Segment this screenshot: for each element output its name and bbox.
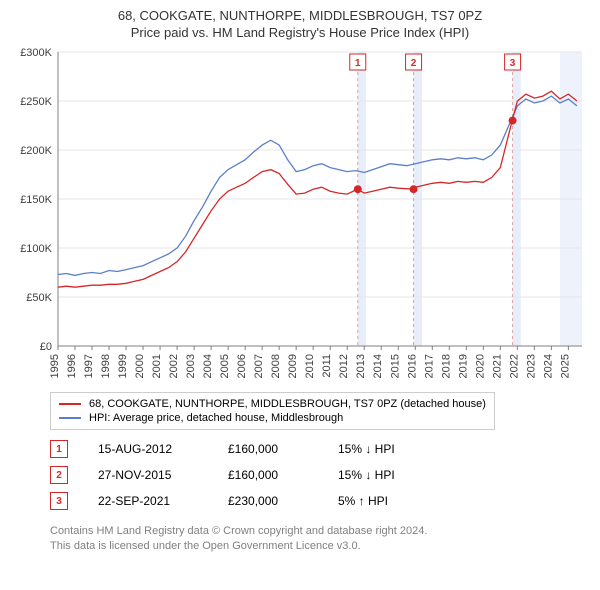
transaction-row: 1 15-AUG-2012 £160,000 15% ↓ HPI: [50, 436, 590, 462]
footer-line2: This data is licensed under the Open Gov…: [50, 539, 590, 554]
svg-text:2009: 2009: [287, 354, 299, 378]
legend-swatch: [59, 403, 81, 405]
svg-text:2024: 2024: [542, 354, 554, 378]
transaction-date: 15-AUG-2012: [98, 442, 198, 456]
chart-svg: £0 £50K £100K £150K £200K £250K £300K 1995 1996 1…: [10, 46, 590, 386]
transaction-row: 3 22-SEP-2021 £230,000 5% ↑ HPI: [50, 488, 590, 514]
svg-text:2005: 2005: [219, 354, 231, 378]
svg-text:1999: 1999: [117, 354, 129, 378]
svg-text:1995: 1995: [49, 354, 61, 378]
svg-text:2013: 2013: [355, 354, 367, 378]
legend-label: HPI: Average price, detached house, Midd…: [89, 412, 343, 424]
legend-swatch: [59, 417, 81, 419]
svg-text:2007: 2007: [253, 354, 265, 378]
svg-text:2006: 2006: [236, 354, 248, 378]
svg-text:2001: 2001: [151, 354, 163, 378]
legend-label: 68, COOKGATE, NUNTHORPE, MIDDLESBROUGH, …: [89, 398, 486, 410]
svg-text:2015: 2015: [389, 354, 401, 378]
svg-text:2003: 2003: [185, 354, 197, 378]
svg-text:2014: 2014: [372, 354, 384, 378]
svg-text:2023: 2023: [525, 354, 537, 378]
svg-text:£200K: £200K: [20, 145, 52, 157]
svg-text:1: 1: [355, 58, 361, 69]
svg-text:2004: 2004: [202, 354, 214, 378]
footer-line1: Contains HM Land Registry data © Crown c…: [50, 524, 590, 539]
svg-text:3: 3: [510, 58, 516, 69]
transaction-badge: 2: [50, 466, 68, 484]
svg-text:2000: 2000: [134, 354, 146, 378]
transaction-date: 27-NOV-2015: [98, 468, 198, 482]
svg-text:2011: 2011: [321, 354, 333, 378]
chart-container: 68, COOKGATE, NUNTHORPE, MIDDLESBROUGH, …: [0, 0, 600, 565]
transaction-diff: 5% ↑ HPI: [338, 494, 438, 508]
title-line1: 68, COOKGATE, NUNTHORPE, MIDDLESBROUGH, …: [10, 8, 590, 23]
svg-text:2019: 2019: [457, 354, 469, 378]
transaction-badge: 3: [50, 492, 68, 510]
svg-text:2012: 2012: [338, 354, 350, 378]
legend-row: HPI: Average price, detached house, Midd…: [59, 411, 486, 425]
transaction-diff: 15% ↓ HPI: [338, 468, 438, 482]
svg-text:1998: 1998: [100, 354, 112, 378]
transaction-badge: 1: [50, 440, 68, 458]
svg-text:2002: 2002: [168, 354, 180, 378]
svg-text:£250K: £250K: [20, 96, 52, 108]
transaction-diff: 15% ↓ HPI: [338, 442, 438, 456]
svg-text:2010: 2010: [304, 354, 316, 378]
svg-text:£150K: £150K: [20, 194, 52, 206]
svg-text:2017: 2017: [423, 354, 435, 378]
transaction-date: 22-SEP-2021: [98, 494, 198, 508]
svg-text:£50K: £50K: [26, 292, 52, 304]
svg-text:£300K: £300K: [20, 47, 52, 59]
footer: Contains HM Land Registry data © Crown c…: [50, 524, 590, 555]
title-line2: Price paid vs. HM Land Registry's House …: [10, 25, 590, 40]
svg-text:1997: 1997: [83, 354, 95, 378]
svg-text:2016: 2016: [406, 354, 418, 378]
legend-row: 68, COOKGATE, NUNTHORPE, MIDDLESBROUGH, …: [59, 397, 486, 411]
transaction-price: £160,000: [228, 468, 308, 482]
transaction-row: 2 27-NOV-2015 £160,000 15% ↓ HPI: [50, 462, 590, 488]
svg-text:2: 2: [411, 58, 417, 69]
svg-text:2020: 2020: [474, 354, 486, 378]
svg-text:£0: £0: [40, 341, 52, 353]
transaction-price: £230,000: [228, 494, 308, 508]
svg-text:2018: 2018: [440, 354, 452, 378]
svg-text:1996: 1996: [66, 354, 78, 378]
svg-text:£100K: £100K: [20, 243, 52, 255]
svg-text:2021: 2021: [491, 354, 503, 378]
legend: 68, COOKGATE, NUNTHORPE, MIDDLESBROUGH, …: [50, 392, 495, 430]
chart-area: £0 £50K £100K £150K £200K £250K £300K 1995 1996 1…: [10, 46, 590, 386]
svg-text:2025: 2025: [559, 354, 571, 378]
transactions-table: 1 15-AUG-2012 £160,000 15% ↓ HPI 2 27-NOV-201…: [50, 436, 590, 514]
svg-text:2008: 2008: [270, 354, 282, 378]
transaction-price: £160,000: [228, 442, 308, 456]
svg-text:2022: 2022: [508, 354, 520, 378]
